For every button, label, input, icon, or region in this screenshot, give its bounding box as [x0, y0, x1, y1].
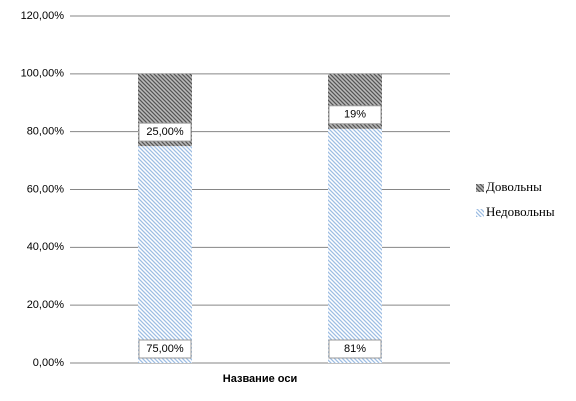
legend-label: Недовольны — [486, 204, 555, 219]
legend-swatch — [476, 209, 484, 217]
value-label-box — [328, 339, 382, 359]
value-label-box — [328, 105, 382, 125]
value-label: 75,00% — [146, 343, 184, 355]
y-tick-label: 120,00% — [21, 10, 65, 22]
value-label: 81% — [344, 343, 366, 355]
y-tick-label: 100,00% — [21, 68, 65, 80]
y-tick-label: 0,00% — [33, 357, 64, 369]
y-tick-label: 60,00% — [27, 183, 65, 195]
x-axis-title: Название оси — [223, 373, 297, 385]
value-label: 19% — [344, 109, 366, 121]
y-tick-label: 80,00% — [27, 126, 65, 138]
bar-segment — [328, 128, 382, 363]
legend-swatch — [476, 184, 484, 192]
value-label: 25,00% — [146, 126, 184, 138]
bar-segment — [138, 146, 192, 363]
value-label-box — [138, 122, 192, 142]
legend-label: Довольны — [486, 179, 542, 194]
y-tick-label: 20,00% — [27, 299, 65, 311]
y-tick-label: 40,00% — [27, 241, 65, 253]
legend: Довольны Недовольны — [476, 179, 555, 219]
value-label-box — [138, 339, 192, 359]
